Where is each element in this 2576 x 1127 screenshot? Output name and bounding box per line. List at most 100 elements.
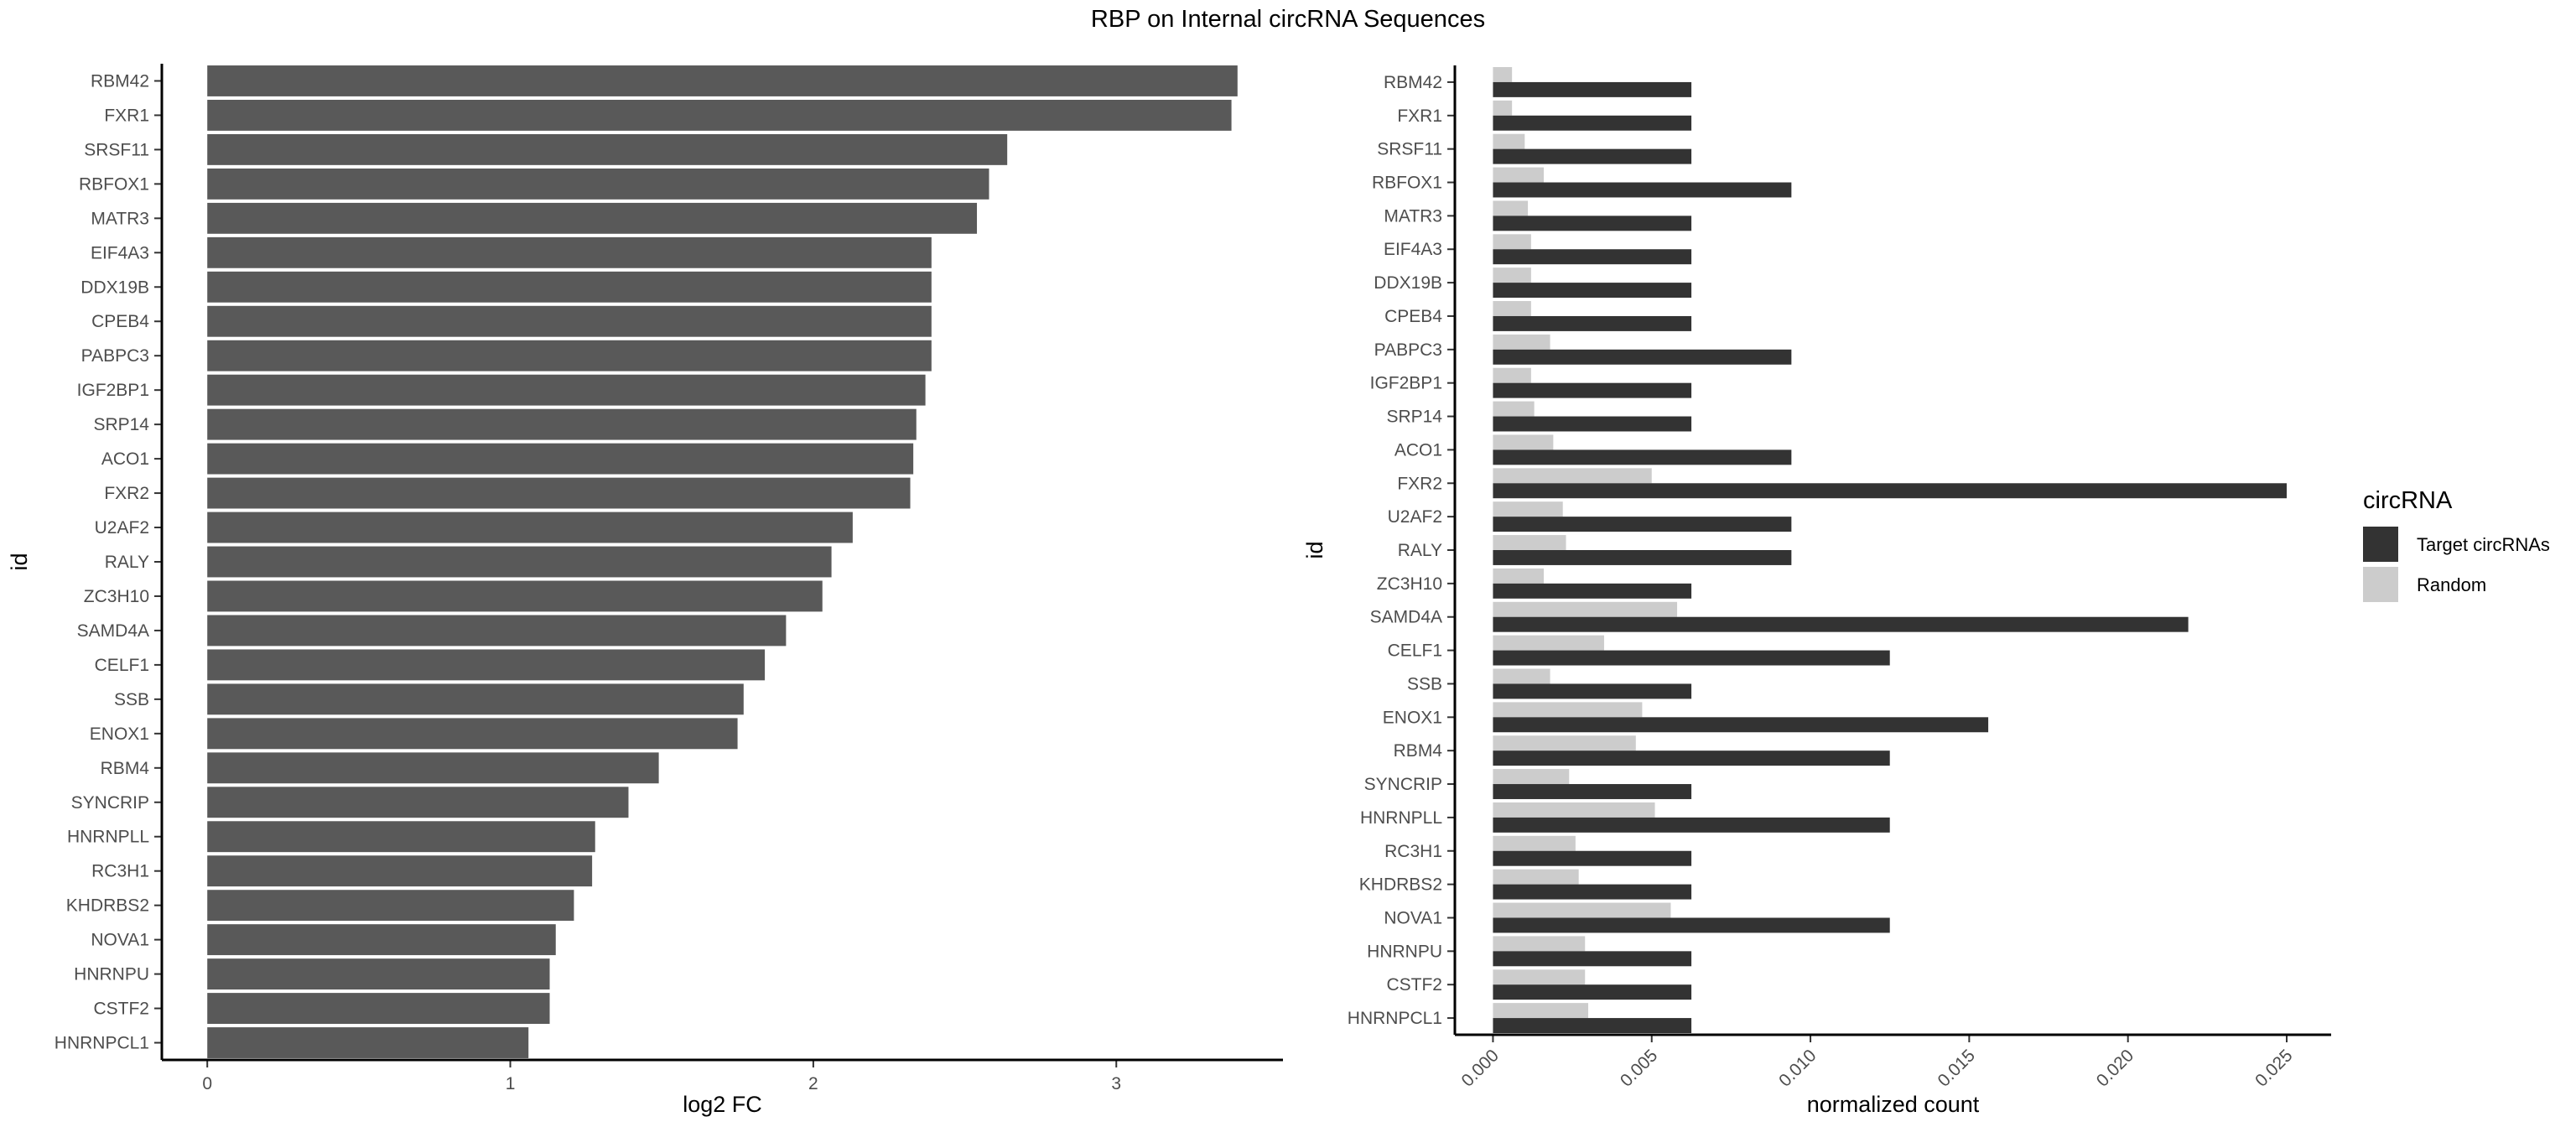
x-tick-label-3: 3 xyxy=(1111,1074,1121,1093)
bar-u2af2 xyxy=(207,512,853,543)
bar-random-nova1 xyxy=(1493,902,1671,918)
left-x-axis-title: log2 FC xyxy=(683,1092,762,1117)
left-x-ticks: 0 1 2 3 xyxy=(202,1060,1121,1093)
bar-random-hnrnpu xyxy=(1493,936,1586,952)
bar-target-zc3h10 xyxy=(1493,583,1692,599)
log2fc-bar-chart: RBM42FXR1SRSF11RBFOX1MATR3EIF4A3DDX19BCP… xyxy=(7,64,1283,1117)
x-tick-label-1: 1 xyxy=(506,1074,516,1093)
bar-khdrbs2 xyxy=(207,890,574,922)
bar-random-syncrip xyxy=(1493,769,1570,785)
bar-random-cstf2 xyxy=(1493,969,1586,985)
y-tick-label-samd4a: SAMD4A xyxy=(1370,608,1442,627)
y-tick-label-hnrnpcl1: HNRNPCL1 xyxy=(55,1034,149,1053)
y-tick-label-raly: RALY xyxy=(105,553,149,572)
bar-target-pabpc3 xyxy=(1493,349,1792,365)
y-tick-label-srp14: SRP14 xyxy=(1386,408,1442,427)
bar-rc3h1 xyxy=(207,855,593,887)
bar-random-zc3h10 xyxy=(1493,568,1545,584)
y-tick-label-cpeb4: CPEB4 xyxy=(1384,307,1442,326)
y-tick-label-pabpc3: PABPC3 xyxy=(1374,340,1442,360)
y-tick-label-matr3: MATR3 xyxy=(1384,206,1442,226)
y-tick-label-rbm4: RBM4 xyxy=(101,759,150,778)
x-tick-label-2: 2 xyxy=(808,1074,818,1093)
legend-label-random: Random xyxy=(2417,574,2486,595)
bar-target-rbm42 xyxy=(1493,81,1692,97)
right-x-axis-title: normalized count xyxy=(1807,1092,1980,1117)
log2fc-bars xyxy=(207,65,1238,1058)
bar-random-enox1 xyxy=(1493,702,1643,718)
bar-syncrip xyxy=(207,787,629,818)
bar-random-fxr1 xyxy=(1493,100,1513,116)
left-y-tick-labels: RBM42 FXR1 SRSF11 RBFOX1 MATR3 EIF4A3 DDX19B CP… xyxy=(55,71,162,1053)
y-tick-label-zc3h10: ZC3H10 xyxy=(1377,574,1442,594)
bar-fxr1 xyxy=(207,100,1232,131)
bar-random-rbfox1 xyxy=(1493,167,1545,183)
bar-target-hnrnpu xyxy=(1493,951,1692,967)
bar-random-rbm4 xyxy=(1493,735,1636,751)
bar-raly xyxy=(207,546,832,578)
bar-cstf2 xyxy=(207,993,550,1024)
bar-random-pabpc3 xyxy=(1493,334,1550,350)
y-tick-label-syncrip: SYNCRIP xyxy=(71,793,149,813)
bar-random-rc3h1 xyxy=(1493,835,1576,851)
y-tick-label-srsf11: SRSF11 xyxy=(84,140,149,159)
legend-label-target: Target circRNAs xyxy=(2417,534,2550,555)
y-tick-label-ssb: SSB xyxy=(114,690,149,709)
bar-random-ssb xyxy=(1493,668,1550,684)
y-tick-label-hnrnpll: HNRNPLL xyxy=(67,828,149,847)
legend: circRNA Target circRNAs Random xyxy=(2363,487,2550,602)
y-tick-label-cstf2: CSTF2 xyxy=(1386,975,1442,995)
bar-cpeb4 xyxy=(207,305,932,337)
bar-rbfox1 xyxy=(207,168,989,200)
y-tick-label-fxr1: FXR1 xyxy=(1397,106,1442,126)
bar-srp14 xyxy=(207,408,917,440)
bar-random-igf2bp1 xyxy=(1493,367,1531,383)
bar-igf2bp1 xyxy=(207,374,926,406)
bar-target-igf2bp1 xyxy=(1493,382,1692,398)
bar-target-raly xyxy=(1493,550,1792,565)
bar-hnrnpcl1 xyxy=(207,1027,529,1058)
bar-target-rbm4 xyxy=(1493,750,1890,766)
y-tick-label-srsf11: SRSF11 xyxy=(1377,140,1442,159)
bar-target-fxr2 xyxy=(1493,483,2287,499)
y-tick-label-zc3h10: ZC3H10 xyxy=(84,587,149,606)
bar-target-ddx19b xyxy=(1493,283,1692,299)
y-tick-label-aco1: ACO1 xyxy=(101,449,149,469)
bar-target-matr3 xyxy=(1493,216,1692,231)
right-x-ticks: 0.000 0.005 0.010 0.015 0.020 0.025 xyxy=(1458,1035,2297,1091)
bar-random-eif4a3 xyxy=(1493,234,1531,250)
bar-target-enox1 xyxy=(1493,717,1989,733)
bar-hnrnpll xyxy=(207,821,595,853)
y-tick-label-enox1: ENOX1 xyxy=(90,724,149,744)
bar-rbm4 xyxy=(207,752,659,784)
bar-target-rc3h1 xyxy=(1493,850,1692,866)
bar-fxr2 xyxy=(207,477,911,509)
y-tick-label-eif4a3: EIF4A3 xyxy=(1384,240,1442,259)
bar-random-hnrnpcl1 xyxy=(1493,1003,1589,1019)
bar-target-cpeb4 xyxy=(1493,315,1692,331)
y-tick-label-ssb: SSB xyxy=(1407,674,1442,693)
y-tick-label-fxr2: FXR2 xyxy=(104,484,149,503)
normalized-count-bar-chart: RBM42 FXR1 SRSF11 RBFOX1 MATR3 EIF4A3 DDX19B CP… xyxy=(1302,65,2331,1117)
y-tick-label-nova1: NOVA1 xyxy=(91,931,149,950)
y-tick-label-syncrip: SYNCRIP xyxy=(1364,775,1442,794)
bar-celf1 xyxy=(207,649,766,681)
bar-random-raly xyxy=(1493,535,1566,550)
x-tick-label-1: 0.005 xyxy=(1617,1046,1661,1090)
y-tick-label-ddx19b: DDX19B xyxy=(1374,273,1442,293)
y-tick-label-rc3h1: RC3H1 xyxy=(1384,842,1442,861)
bar-random-aco1 xyxy=(1493,434,1554,450)
bar-random-fxr2 xyxy=(1493,468,1652,484)
bar-target-u2af2 xyxy=(1493,517,1792,532)
bar-target-syncrip xyxy=(1493,784,1692,799)
y-tick-label-enox1: ENOX1 xyxy=(1383,708,1442,727)
y-tick-label-rc3h1: RC3H1 xyxy=(91,862,149,881)
bar-target-rbfox1 xyxy=(1493,182,1792,198)
bar-target-fxr1 xyxy=(1493,115,1692,131)
bar-zc3h10 xyxy=(207,580,823,612)
legend-swatch-random xyxy=(2363,567,2398,602)
x-tick-label-4: 0.020 xyxy=(2093,1046,2137,1090)
bar-ssb xyxy=(207,683,744,715)
y-tick-label-ddx19b: DDX19B xyxy=(80,278,149,297)
y-tick-label-hnrnpu: HNRNPU xyxy=(1367,942,1442,961)
